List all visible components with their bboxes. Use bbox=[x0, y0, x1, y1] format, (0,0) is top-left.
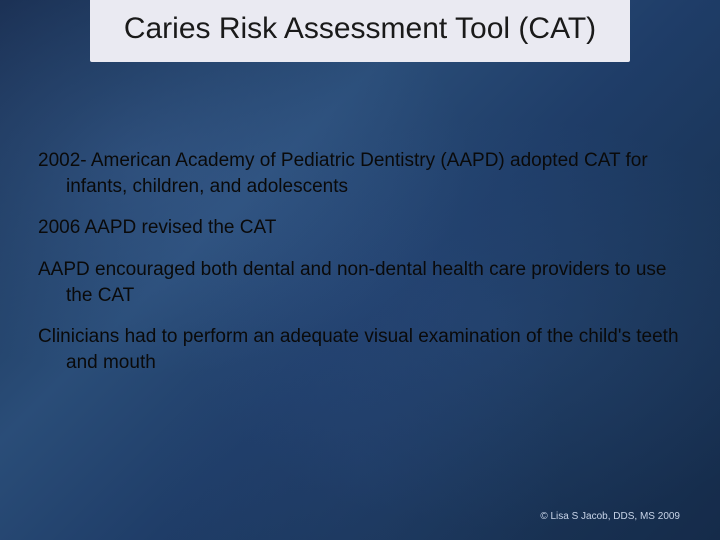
slide: Caries Risk Assessment Tool (CAT) 2002- … bbox=[0, 0, 720, 540]
content-area: 2002- American Academy of Pediatric Dent… bbox=[38, 148, 682, 391]
bullet-item: Clinicians had to perform an adequate vi… bbox=[38, 324, 682, 375]
bullet-item: 2002- American Academy of Pediatric Dent… bbox=[38, 148, 682, 199]
title-container: Caries Risk Assessment Tool (CAT) bbox=[90, 0, 630, 62]
bullet-item: 2006 AAPD revised the CAT bbox=[38, 215, 682, 241]
slide-title: Caries Risk Assessment Tool (CAT) bbox=[110, 10, 610, 48]
bullet-item: AAPD encouraged both dental and non-dent… bbox=[38, 257, 682, 308]
copyright-footer: © Lisa S Jacob, DDS, MS 2009 bbox=[540, 511, 680, 522]
